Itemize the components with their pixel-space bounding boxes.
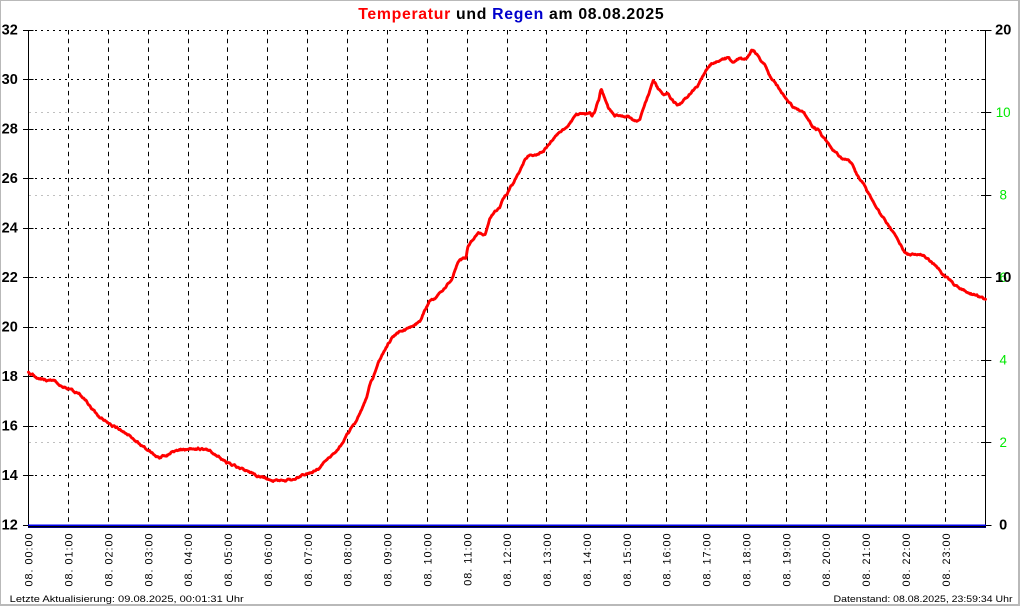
svg-text:32: 32 [2, 23, 18, 39]
svg-text:08. 07:00: 08. 07:00 [303, 533, 315, 587]
svg-text:20: 20 [2, 320, 18, 336]
svg-text:24: 24 [2, 221, 18, 237]
svg-text:08. 19:00: 08. 19:00 [781, 533, 793, 587]
svg-text:10: 10 [995, 270, 1011, 286]
svg-text:2: 2 [999, 435, 1006, 450]
svg-text:08. 03:00: 08. 03:00 [143, 533, 155, 587]
svg-text:08. 13:00: 08. 13:00 [542, 533, 554, 587]
svg-text:08. 21:00: 08. 21:00 [861, 533, 873, 587]
svg-text:22: 22 [2, 270, 18, 286]
svg-text:08. 01:00: 08. 01:00 [64, 533, 76, 587]
svg-text:0: 0 [999, 518, 1007, 534]
svg-text:08. 00:00: 08. 00:00 [24, 533, 36, 587]
svg-text:16: 16 [2, 419, 18, 435]
svg-text:08. 18:00: 08. 18:00 [741, 533, 753, 587]
svg-text:08. 08:00: 08. 08:00 [343, 533, 355, 587]
svg-text:08. 02:00: 08. 02:00 [103, 533, 115, 587]
svg-text:20: 20 [995, 23, 1011, 39]
svg-text:30: 30 [2, 72, 18, 88]
svg-text:08. 05:00: 08. 05:00 [223, 533, 235, 587]
svg-text:8: 8 [999, 188, 1006, 203]
svg-text:08. 16:00: 08. 16:00 [662, 533, 674, 587]
svg-text:26: 26 [2, 171, 18, 187]
svg-text:28: 28 [2, 122, 18, 138]
svg-text:08. 22:00: 08. 22:00 [901, 533, 913, 587]
svg-text:08. 10:00: 08. 10:00 [422, 533, 434, 587]
svg-text:08. 09:00: 08. 09:00 [383, 533, 395, 587]
svg-text:08. 06:00: 08. 06:00 [263, 533, 275, 587]
svg-text:08. 11:00: 08. 11:00 [462, 533, 474, 586]
svg-text:08. 15:00: 08. 15:00 [622, 533, 634, 587]
svg-text:08. 12:00: 08. 12:00 [502, 533, 514, 587]
svg-text:0: 0 [999, 518, 1006, 533]
svg-text:Letzte Aktualisierung: 09.08.2: Letzte Aktualisierung: 09.08.2025, 00:01… [10, 594, 244, 605]
svg-text:4: 4 [999, 353, 1007, 368]
svg-text:08. 20:00: 08. 20:00 [821, 533, 833, 587]
svg-text:Datenstand: 08.08.2025, 23:59:: Datenstand: 08.08.2025, 23:59:34 Uhr [834, 594, 1013, 605]
svg-text:08. 23:00: 08. 23:00 [941, 533, 953, 587]
svg-text:08. 04:00: 08. 04:00 [183, 533, 195, 587]
svg-text:10: 10 [996, 105, 1011, 120]
svg-text:6: 6 [999, 270, 1006, 285]
svg-text:08. 14:00: 08. 14:00 [582, 533, 594, 587]
svg-text:12: 12 [2, 518, 18, 534]
svg-text:08. 17:00: 08. 17:00 [702, 533, 714, 587]
svg-text:14: 14 [2, 468, 18, 484]
svg-text:Temperatur und Regen am 08.08.: Temperatur und Regen am 08.08.2025 [358, 6, 664, 23]
svg-text:18: 18 [2, 369, 18, 385]
